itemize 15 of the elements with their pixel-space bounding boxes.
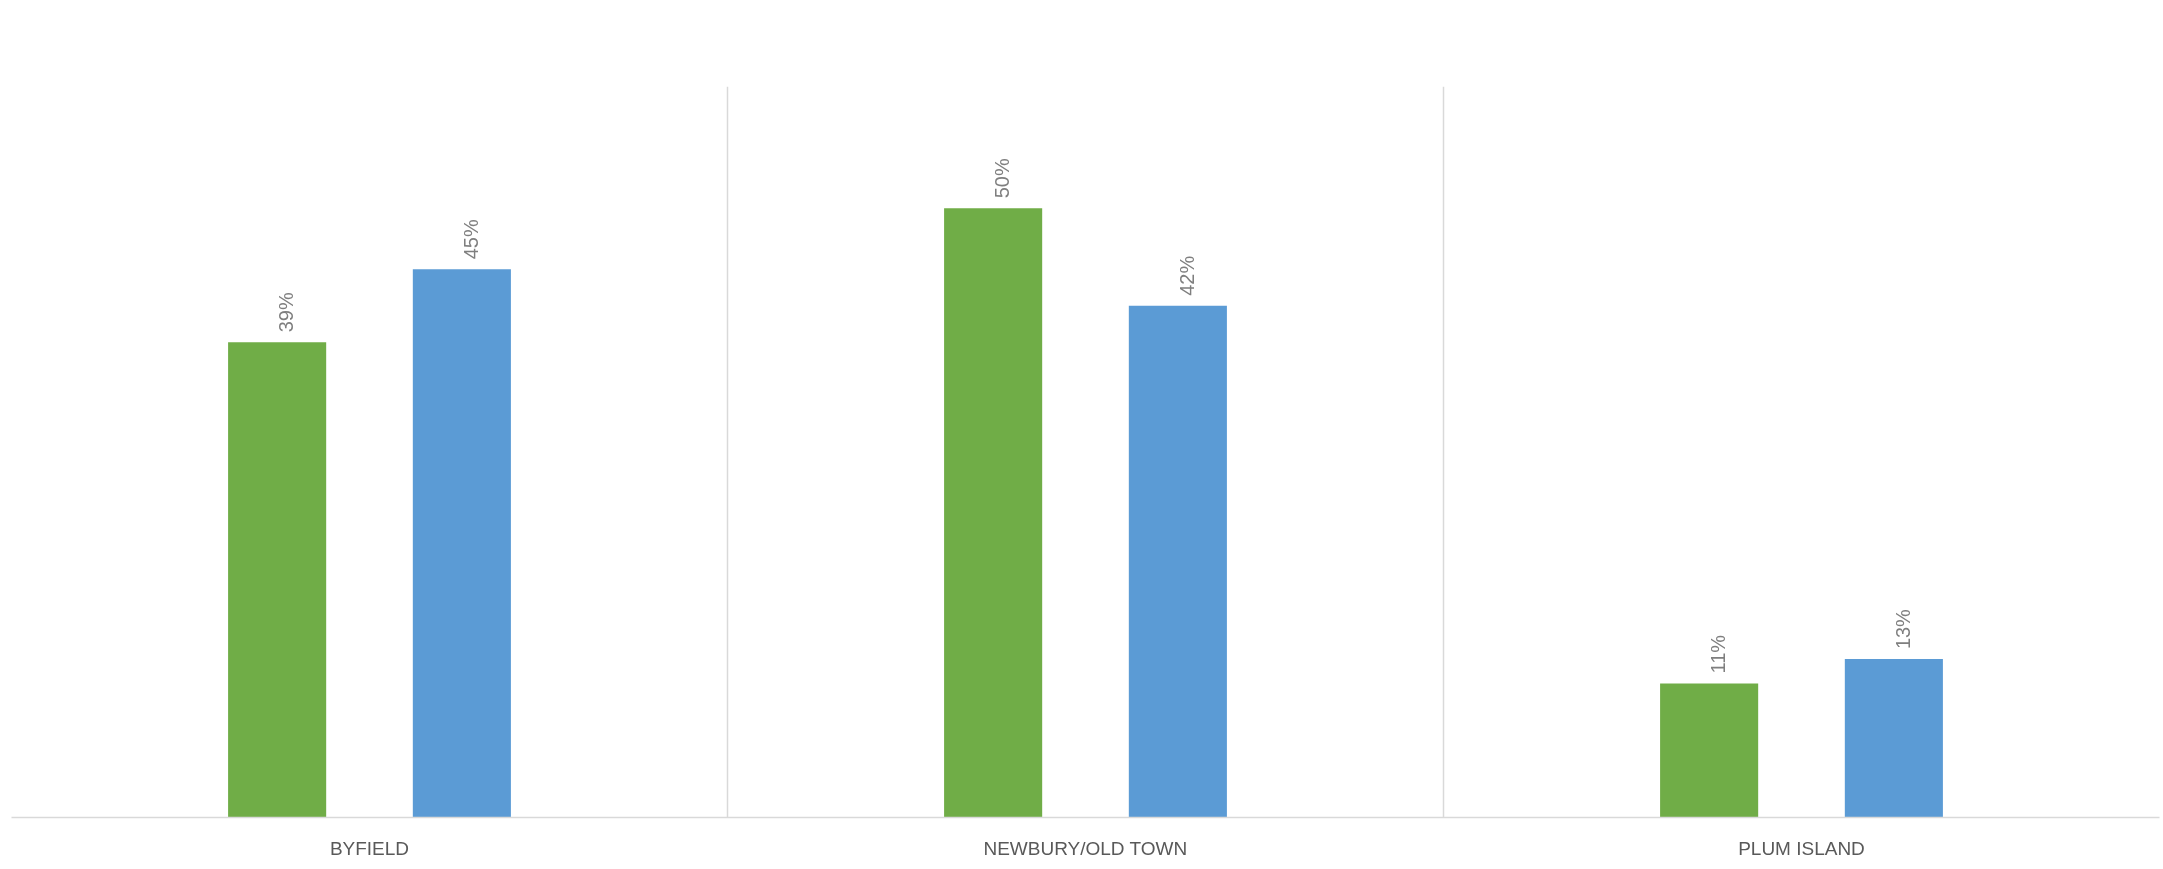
bar [1660, 683, 1759, 818]
bar [228, 342, 327, 818]
bar [944, 208, 1043, 818]
x-tick-label: NEWBURY/OLD TOWN [983, 837, 1188, 859]
bar [412, 269, 511, 818]
data-label: 50% [991, 158, 1014, 199]
data-label: 13% [1891, 608, 1914, 650]
data-label: 42% [1175, 255, 1198, 296]
x-tick-label: BYFIELD [329, 837, 410, 859]
data-label: 39% [275, 292, 298, 333]
data-label: 45% [459, 219, 482, 260]
x-tick-label: PLUM ISLAND [1738, 837, 1865, 859]
bar [1128, 305, 1227, 818]
bar [1844, 659, 1943, 818]
data-label: 11% [1707, 634, 1730, 674]
